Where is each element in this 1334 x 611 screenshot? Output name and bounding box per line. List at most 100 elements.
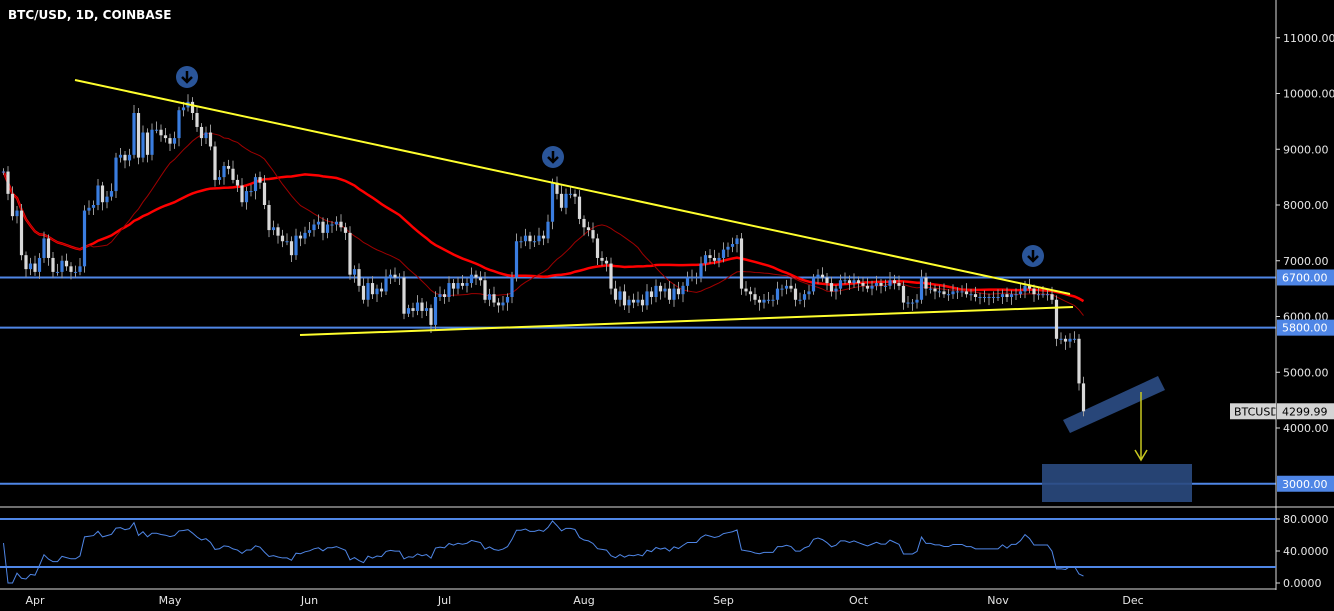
- candle: [100, 181, 105, 211]
- candle: [447, 276, 451, 302]
- candle-body: [118, 154, 123, 158]
- candle: [523, 228, 528, 247]
- candle-body: [168, 138, 172, 144]
- candle-body: [906, 302, 910, 304]
- candle-body: [280, 235, 285, 242]
- time-tick-label: Jun: [300, 594, 318, 607]
- candle: [919, 269, 924, 304]
- candle: [168, 133, 172, 151]
- candle-body: [645, 291, 649, 306]
- candle: [852, 273, 856, 288]
- candle: [1014, 288, 1018, 301]
- candle: [91, 200, 96, 216]
- candle-body: [258, 177, 262, 183]
- candle: [132, 105, 136, 159]
- candle-body: [352, 269, 357, 275]
- candle-body: [1027, 285, 1032, 289]
- candle-body: [1023, 285, 1027, 292]
- candle-body: [942, 291, 946, 295]
- candle: [325, 218, 330, 239]
- candle: [1045, 288, 1050, 301]
- candle-body: [78, 266, 82, 272]
- candle-body: [910, 302, 915, 304]
- candle: [190, 97, 195, 121]
- candle-body: [735, 238, 739, 245]
- candle: [172, 131, 177, 149]
- candle: [636, 291, 640, 307]
- level-price-label: 5800.00: [1282, 322, 1328, 335]
- candle: [514, 233, 519, 282]
- candle-body: [915, 299, 919, 303]
- candle-body: [573, 193, 577, 197]
- arrow-down-circle-icon: [176, 66, 198, 88]
- candle-body: [415, 302, 420, 311]
- candle-body: [226, 165, 231, 169]
- candle: [568, 186, 573, 199]
- candle: [285, 233, 289, 246]
- candle-body: [825, 277, 829, 284]
- candle: [415, 295, 420, 316]
- candle-body: [235, 179, 240, 186]
- candle-body: [672, 288, 676, 300]
- candle-body: [204, 132, 208, 139]
- candle-body: [91, 205, 96, 208]
- candle: [118, 148, 123, 163]
- candle-body: [460, 283, 465, 286]
- candle: [906, 296, 910, 308]
- candle: [739, 232, 744, 295]
- candle: [262, 175, 267, 210]
- candle-body: [379, 288, 384, 292]
- candle-body: [708, 255, 712, 258]
- candle: [618, 286, 622, 307]
- candle: [321, 217, 325, 241]
- candle: [721, 242, 726, 263]
- candle: [649, 287, 654, 305]
- candle-body: [609, 263, 613, 289]
- candle: [982, 290, 987, 303]
- candle: [834, 285, 838, 300]
- candle-body: [865, 285, 870, 289]
- candle: [312, 219, 316, 237]
- time-tick-label: Nov: [987, 594, 1009, 607]
- candle: [1009, 290, 1014, 305]
- candle-body: [244, 191, 249, 203]
- candle-body: [528, 235, 532, 242]
- candle-body: [253, 177, 258, 192]
- candle: [537, 227, 541, 245]
- candle-body: [991, 296, 996, 298]
- candle-body: [114, 157, 118, 192]
- candle: [496, 298, 501, 313]
- candle: [343, 222, 348, 241]
- candle: [123, 150, 127, 169]
- candle: [1081, 376, 1086, 417]
- candle-body: [559, 193, 564, 208]
- candle: [1077, 334, 1081, 391]
- candle: [78, 258, 82, 276]
- candle: [775, 281, 780, 305]
- candle: [186, 94, 190, 112]
- candle-body: [870, 285, 874, 289]
- candle: [199, 123, 204, 147]
- candle: [843, 272, 847, 285]
- candle-body: [663, 288, 667, 292]
- candle: [604, 256, 609, 272]
- candle-body: [487, 294, 492, 300]
- candle: [249, 184, 253, 197]
- candle-body: [1081, 383, 1086, 412]
- candle-body: [100, 185, 105, 203]
- candle: [87, 200, 91, 215]
- candle-body: [636, 299, 640, 303]
- candle: [393, 267, 397, 282]
- candle-body: [555, 182, 559, 194]
- candle: [744, 281, 748, 296]
- candle-body: [69, 266, 73, 272]
- candle: [96, 178, 100, 211]
- time-tick-label: Oct: [849, 594, 869, 607]
- symbol-tag: [1230, 403, 1276, 420]
- candle-body: [51, 257, 55, 272]
- candle: [640, 294, 645, 312]
- candle-body: [1068, 338, 1072, 342]
- candle-body: [901, 285, 906, 303]
- candle-body: [1077, 338, 1081, 384]
